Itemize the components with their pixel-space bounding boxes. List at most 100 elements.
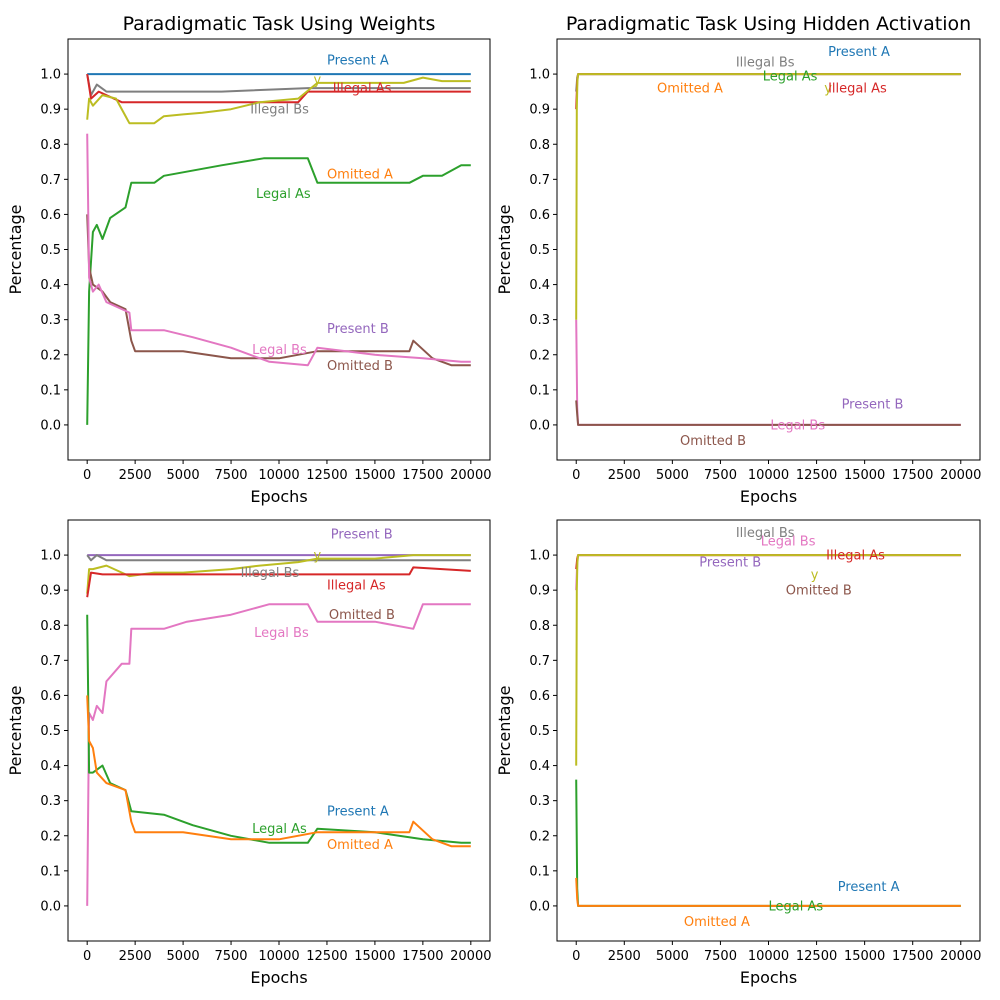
y-tick-label: 0.2 xyxy=(40,829,61,844)
annotation-legal-bs: Legal Bs xyxy=(254,626,309,641)
y-tick-label: 1.0 xyxy=(40,68,61,83)
x-tick-label: 7500 xyxy=(214,468,247,483)
series-line-y xyxy=(575,554,961,766)
annotation-present-b: Present B xyxy=(331,528,393,543)
y-tick-label: 0.7 xyxy=(40,173,61,188)
x-tick-label: 2500 xyxy=(608,468,641,483)
axes-frame xyxy=(67,519,491,942)
y-tick-label: 0.9 xyxy=(40,584,61,599)
y-tick-label: 0.9 xyxy=(40,103,61,118)
x-tick-label: 15000 xyxy=(354,468,395,483)
annotation-legal-bs: Legal Bs xyxy=(770,418,825,433)
x-tick-label: 15000 xyxy=(354,949,395,964)
series-line-omitted-b xyxy=(575,400,961,426)
y-tick-label: 0.0 xyxy=(529,899,550,914)
x-tick-label: 2500 xyxy=(119,468,152,483)
series-group xyxy=(86,73,471,425)
annotation-illegal-bs: Illegal Bs xyxy=(736,526,795,541)
x-tick-label: 0 xyxy=(83,949,91,964)
y-axis-label: Percentage xyxy=(6,204,25,294)
annotation-illegal-bs: Illegal Bs xyxy=(250,103,309,118)
y-tick-label: 0.3 xyxy=(529,313,550,328)
x-axis-label: Epochs xyxy=(740,968,797,987)
y-tick-label: 0.1 xyxy=(529,383,550,398)
y-tick-label: 0.7 xyxy=(40,654,61,669)
series-line-illegal-as xyxy=(86,566,471,598)
x-tick-label: 12500 xyxy=(306,949,347,964)
series-line-legal-bs xyxy=(86,603,471,906)
y-tick-label: 0.3 xyxy=(40,794,61,809)
x-tick-label: 17500 xyxy=(892,468,933,483)
x-axis-label: Epochs xyxy=(250,968,307,987)
y-tick-label: 0.5 xyxy=(40,243,61,258)
series-line-y xyxy=(86,76,471,125)
annotation-y: y xyxy=(811,568,819,583)
annotation-y: y xyxy=(314,73,322,88)
y-tick-label: 0.5 xyxy=(40,724,61,739)
x-tick-label: 7500 xyxy=(704,468,737,483)
x-tick-label: 17500 xyxy=(402,949,443,964)
chart-panel-2: 0 2500 5000 7500 10000 12500 15000 17500 20000 0.… xyxy=(495,13,981,506)
y-tick-label: 0.4 xyxy=(529,278,550,293)
series-line-y xyxy=(575,73,961,320)
y-tick-label: 0.0 xyxy=(529,418,550,433)
x-tick-label: 0 xyxy=(83,468,91,483)
y-tick-label: 0.3 xyxy=(529,794,550,809)
x-tick-label: 20000 xyxy=(450,949,491,964)
y-tick-label: 0.1 xyxy=(529,864,550,879)
x-tick-label: 10000 xyxy=(748,468,789,483)
x-tick-label: 10000 xyxy=(258,468,299,483)
annotation-omitted-a: Omitted A xyxy=(657,82,723,97)
x-tick-label: 0 xyxy=(572,468,580,483)
x-tick-label: 12500 xyxy=(796,468,837,483)
x-axis-label: Epochs xyxy=(250,487,307,506)
y-tick-label: 0.2 xyxy=(529,348,550,363)
y-tick-label: 0.0 xyxy=(40,418,61,433)
chart-panel-1: 0 2500 5000 7500 10000 12500 15000 17500 20000 0.… xyxy=(6,13,491,506)
y-tick-label: 1.0 xyxy=(529,549,550,564)
y-tick-label: 0.4 xyxy=(529,759,550,774)
series-line-illegal-bs xyxy=(86,73,471,97)
x-tick-label: 15000 xyxy=(844,949,885,964)
series-line-y xyxy=(86,554,471,594)
annotation-y: y xyxy=(314,549,322,564)
y-tick-label: 0.8 xyxy=(40,138,61,153)
x-tick-label: 5000 xyxy=(167,468,200,483)
x-tick-label: 12500 xyxy=(306,468,347,483)
annotation-legal-as: Legal As xyxy=(769,899,824,914)
x-tick-label: 17500 xyxy=(402,468,443,483)
x-tick-label: 20000 xyxy=(450,468,491,483)
annotation-illegal-bs: Illegal Bs xyxy=(736,55,795,70)
series-line-illegal-as xyxy=(575,554,961,570)
annotation-legal-bs: Legal Bs xyxy=(252,343,307,358)
series-line-omitted-a xyxy=(575,877,961,907)
chart-panel-3: 0 2500 5000 7500 10000 12500 15000 17500 20000 0.… xyxy=(6,519,491,987)
series-line-legal-as xyxy=(575,779,961,907)
y-tick-label: 0.9 xyxy=(529,584,550,599)
series-group xyxy=(575,73,961,426)
annotation-present-a: Present A xyxy=(828,45,890,60)
y-tick-label: 1.0 xyxy=(40,549,61,564)
annotation-present-b: Present B xyxy=(699,556,761,571)
annotation-present-a: Present A xyxy=(838,880,900,895)
annotation-omitted-a: Omitted A xyxy=(327,168,393,183)
y-tick-label: 1.0 xyxy=(529,68,550,83)
annotation-omitted-b: Omitted B xyxy=(329,608,395,623)
y-axis-label: Percentage xyxy=(495,204,514,294)
x-tick-label: 7500 xyxy=(214,949,247,964)
y-tick-label: 0.6 xyxy=(40,689,61,704)
y-tick-label: 0.8 xyxy=(40,619,61,634)
y-tick-label: 0.5 xyxy=(529,243,550,258)
annotation-legal-bs: Legal Bs xyxy=(761,535,816,550)
axes-frame xyxy=(556,519,981,942)
series-line-legal-bs xyxy=(86,133,471,367)
annotation-present-a: Present A xyxy=(327,805,389,820)
y-tick-label: 0.4 xyxy=(40,278,61,293)
annotation-present-a: Present A xyxy=(327,54,389,69)
y-tick-label: 0.1 xyxy=(40,383,61,398)
y-axis-label: Percentage xyxy=(495,685,514,775)
y-tick-label: 0.5 xyxy=(529,724,550,739)
x-tick-label: 10000 xyxy=(748,949,789,964)
annotation-illegal-bs: Illegal Bs xyxy=(241,566,300,581)
